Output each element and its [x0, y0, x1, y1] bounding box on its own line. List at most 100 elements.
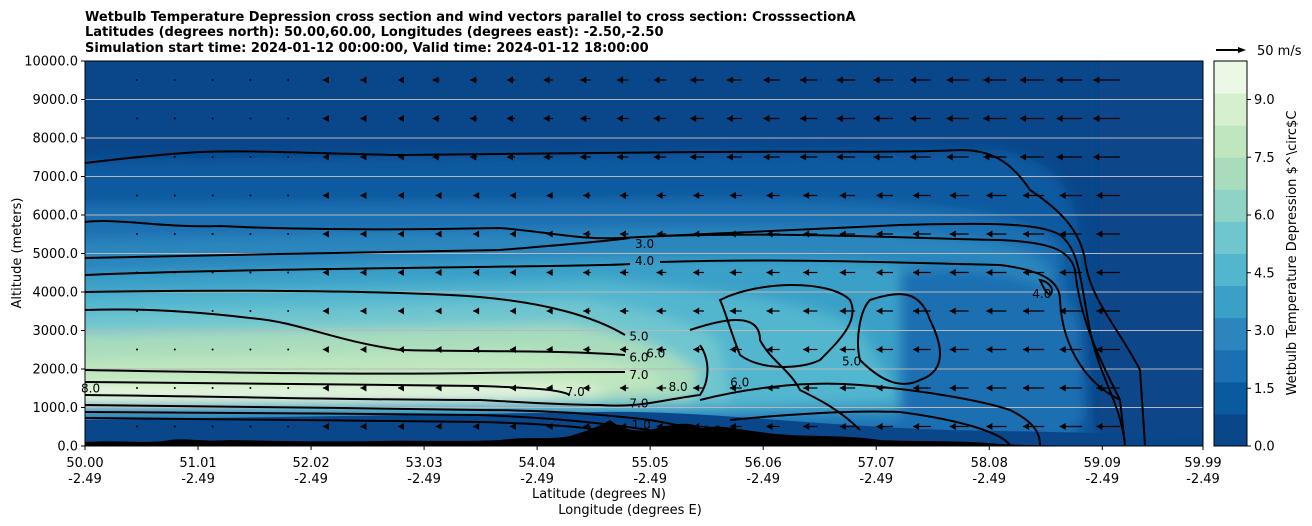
wind-vector-head	[690, 115, 697, 122]
wind-vector-head	[435, 423, 442, 430]
wind-vector-head	[1020, 76, 1027, 84]
wind-vector-head	[693, 269, 700, 276]
wind-vector-head	[543, 76, 550, 84]
wind-vector-head	[1023, 423, 1030, 430]
wind-vector-head	[1096, 384, 1103, 392]
wind-vector-head	[876, 269, 883, 276]
wind-vector-head	[1059, 269, 1066, 276]
wind-vector-head	[986, 307, 993, 315]
x-tick-label-lon: -2.49	[972, 472, 1006, 487]
wind-vector-head	[1059, 230, 1066, 238]
wind-vector-head	[1023, 384, 1030, 392]
contour-label: 7.0	[629, 368, 648, 382]
wind-vector-head	[876, 346, 883, 353]
wind-vector-head	[1023, 192, 1030, 199]
wind-vector-head	[322, 307, 329, 315]
wind-vector-head	[322, 115, 329, 122]
wind-vector-head	[583, 307, 590, 315]
wind-vector-head	[322, 346, 329, 353]
vector-key: 50 m/s	[1216, 44, 1302, 59]
y-tick-label: 4000.0	[33, 286, 79, 301]
wind-vector-head	[766, 423, 773, 430]
wind-vector-head	[580, 115, 587, 122]
wind-vectors	[136, 76, 1120, 430]
wind-vector	[136, 271, 138, 274]
wind-vector	[211, 425, 214, 428]
wind-vector-head	[432, 76, 439, 84]
colorbar-tick-label: 7.5	[1254, 151, 1275, 166]
wind-vector-head	[913, 423, 920, 430]
wind-vector-head	[619, 346, 626, 353]
wind-vector-head	[913, 192, 920, 199]
contour-label: 1.0	[632, 418, 651, 432]
contour-labels: 3.04.05.06.06.07.08.07.07.01.06.05.04.08…	[81, 237, 1051, 438]
contour-label: 8.0	[81, 381, 100, 395]
y-tick-label: 9000.0	[33, 93, 79, 108]
wind-vector-head	[397, 230, 404, 238]
wind-vector-head	[803, 384, 810, 392]
wind-vector-head	[509, 192, 516, 199]
wind-vector	[249, 194, 252, 197]
wind-vector-head	[876, 423, 883, 430]
wind-vector-head	[949, 269, 956, 276]
wind-vector	[173, 156, 176, 158]
x-tick-label-lat: 58.08	[971, 456, 1008, 471]
x-tick-label-lon: -2.49	[68, 472, 102, 487]
wind-vector-head	[397, 423, 404, 430]
wind-vector-head	[1096, 346, 1103, 353]
wind-vector-head	[1023, 346, 1030, 353]
contour-lines	[85, 148, 1146, 446]
wind-vector-head	[803, 346, 810, 353]
wind-vector-head	[509, 423, 516, 430]
wind-vector-head	[473, 230, 480, 238]
wind-vector-head	[470, 76, 477, 84]
colorbar-tick-label: 4.5	[1254, 266, 1275, 281]
wind-vector-head	[322, 153, 329, 161]
contour-label: 3.0	[635, 237, 654, 251]
wind-vector-head	[543, 115, 550, 122]
y-axis-ticks: 0.0 1000.0 2000.0 3000.0 4000.0 5000.0 6000.0 7…	[24, 55, 85, 455]
wind-vector-head	[876, 384, 883, 392]
wind-vector-head	[546, 307, 553, 315]
wind-vector	[249, 117, 252, 120]
wind-vector-head	[1023, 269, 1030, 276]
wind-vector	[249, 348, 252, 351]
wind-vector-head	[473, 192, 480, 199]
contour-label: 7.0	[629, 397, 648, 411]
colorbar-segment	[1214, 125, 1247, 158]
y-tick-label: 5000.0	[33, 247, 79, 262]
x-tick-label-lon: -2.49	[859, 472, 893, 487]
contour-4	[85, 233, 1126, 446]
wind-vector-head	[360, 269, 367, 276]
wind-vector-head	[836, 115, 843, 122]
contour-label: 8.0	[669, 380, 688, 394]
contour-15	[718, 284, 854, 368]
x-tick-label-lon: -2.49	[181, 472, 215, 487]
wind-vector-head	[839, 346, 846, 353]
vector-key-label: 50 m/s	[1257, 44, 1302, 59]
contour-label: 6.0	[730, 375, 749, 389]
wind-vector-head	[766, 230, 773, 238]
wind-vector-head	[546, 346, 553, 353]
wind-vector	[136, 348, 138, 351]
wind-vector	[249, 425, 252, 428]
wind-vector-head	[986, 346, 993, 353]
wind-vector-head	[949, 230, 956, 238]
wind-vector-head	[690, 76, 697, 84]
wind-vector-head	[473, 269, 480, 276]
wind-vector-head	[946, 76, 953, 84]
wind-vector-head	[360, 346, 367, 353]
wind-vector-head	[726, 115, 733, 122]
x-tick-label-lat: 52.02	[292, 456, 329, 471]
x-tick-label-lon: -2.49	[520, 472, 554, 487]
wind-vector-head	[435, 269, 442, 276]
x-tick-label-lat: 51.01	[179, 456, 216, 471]
wind-vector-head	[656, 423, 663, 430]
wind-vector-head	[473, 346, 480, 353]
wind-vector-head	[616, 76, 623, 84]
wind-vector-head	[1059, 307, 1066, 315]
wind-vector-head	[839, 384, 846, 392]
wind-vector-head	[986, 384, 993, 392]
colorbar-segment	[1214, 381, 1247, 415]
